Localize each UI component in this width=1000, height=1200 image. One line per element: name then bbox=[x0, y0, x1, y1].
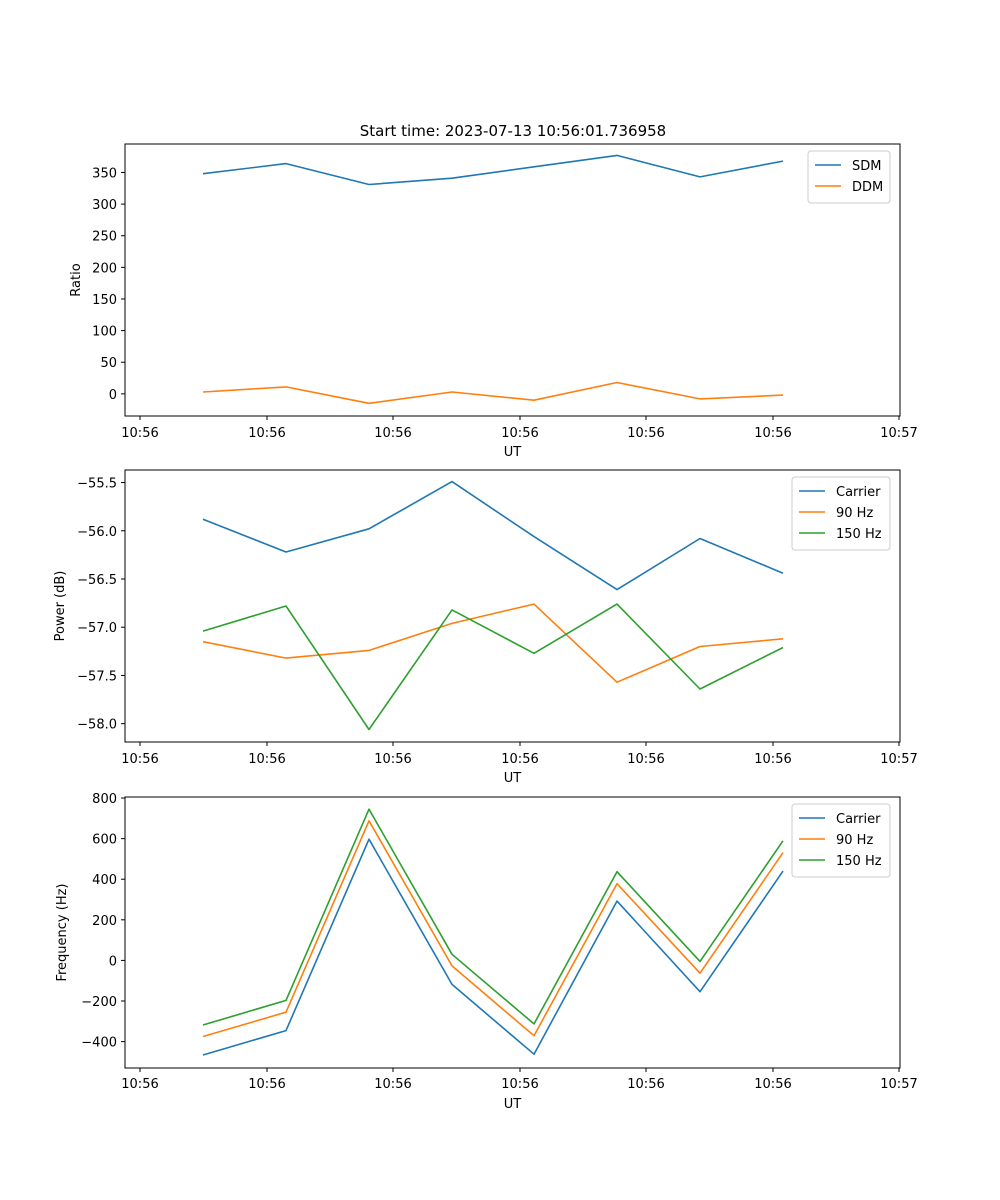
y-tick-label: 350 bbox=[92, 166, 117, 181]
x-tick-label: 10:57 bbox=[880, 1077, 917, 1092]
chart-panel-3: −400 −200 0 200 400 600 800 10:56 10:56 10:56 10:5… bbox=[55, 792, 918, 1112]
x-tick-label: 10:56 bbox=[754, 426, 791, 441]
x-tick-label: 10:57 bbox=[880, 752, 917, 767]
x-tick-label: 10:56 bbox=[754, 1077, 791, 1092]
series-line-ddm bbox=[202, 381, 784, 405]
x-axis-label: UT bbox=[504, 1097, 522, 1112]
x-tick-label: 10:56 bbox=[374, 426, 411, 441]
y-tick-label: −55.5 bbox=[77, 477, 117, 492]
figure-title: Start time: 2023-07-13 10:56:01.736958 bbox=[360, 122, 666, 140]
legend: SDM DDM bbox=[807, 150, 891, 204]
y-tick-label: 300 bbox=[92, 198, 117, 213]
y-tick-label: −400 bbox=[81, 1036, 117, 1051]
y-tick-label: −56.0 bbox=[77, 525, 117, 540]
series-line-carrier bbox=[202, 838, 784, 1056]
y-tick-label: 150 bbox=[92, 293, 117, 308]
x-tick-label: 10:56 bbox=[627, 1077, 664, 1092]
series-line-sdm bbox=[202, 154, 784, 186]
y-tick-label: 200 bbox=[92, 914, 117, 929]
y-axis-label: Power (dB) bbox=[53, 571, 68, 642]
x-tick-label: 10:56 bbox=[754, 752, 791, 767]
legend: Carrier 90 Hz 150 Hz bbox=[791, 476, 891, 551]
legend-label: 150 Hz bbox=[836, 854, 882, 869]
chart-panel-1: 0 50 100 150 200 250 300 350 10:56 10:56 10:56 10:5… bbox=[69, 143, 918, 460]
y-axis-label: Ratio bbox=[69, 263, 84, 296]
legend-label: SDM bbox=[852, 159, 881, 174]
x-tick-label: 10:56 bbox=[121, 1077, 158, 1092]
plot-area-frame bbox=[124, 143, 901, 417]
y-tick-label: 400 bbox=[92, 873, 117, 888]
y-tick-label: 200 bbox=[92, 261, 117, 276]
y-tick-label: 600 bbox=[92, 833, 117, 848]
x-tick-label: 10:56 bbox=[248, 1077, 285, 1092]
legend-label: 90 Hz bbox=[836, 833, 873, 848]
y-tick-label: −58.0 bbox=[77, 718, 117, 733]
x-tick-label: 10:56 bbox=[374, 1077, 411, 1092]
series-line-150-hz bbox=[202, 808, 784, 1026]
legend-label: 90 Hz bbox=[836, 506, 873, 521]
y-tick-label: 0 bbox=[109, 388, 117, 403]
y-tick-label: −57.0 bbox=[77, 621, 117, 636]
legend-label: Carrier bbox=[836, 485, 881, 500]
x-axis-label: UT bbox=[504, 771, 522, 786]
plot-area-frame bbox=[124, 469, 901, 743]
x-tick-label: 10:56 bbox=[121, 752, 158, 767]
legend-label: DDM bbox=[852, 180, 883, 195]
legend-box bbox=[791, 803, 891, 878]
y-tick-label: 800 bbox=[92, 792, 117, 807]
series-line-90-hz bbox=[202, 819, 784, 1038]
y-tick-label: −57.5 bbox=[77, 669, 117, 684]
series-line-90-hz bbox=[202, 603, 784, 684]
x-tick-label: 10:56 bbox=[627, 752, 664, 767]
legend-box bbox=[807, 150, 891, 204]
x-tick-label: 10:56 bbox=[501, 1077, 538, 1092]
legend-label: 150 Hz bbox=[836, 527, 882, 542]
x-axis-label: UT bbox=[504, 445, 522, 460]
x-tick-label: 10:56 bbox=[627, 426, 664, 441]
plot-area-frame bbox=[124, 796, 901, 1069]
x-tick-label: 10:56 bbox=[374, 752, 411, 767]
series-line-carrier bbox=[202, 480, 784, 591]
x-tick-label: 10:56 bbox=[501, 426, 538, 441]
y-tick-label: −200 bbox=[81, 995, 117, 1010]
x-tick-label: 10:57 bbox=[880, 426, 917, 441]
y-tick-label: 250 bbox=[92, 230, 117, 245]
legend-label: Carrier bbox=[836, 812, 881, 827]
chart-panel-2: −58.0 −57.5 −57.0 −56.5 −56.0 −55.5 10:56 10:56… bbox=[53, 469, 918, 786]
series-line-150-hz bbox=[202, 603, 784, 731]
y-tick-label: 50 bbox=[100, 356, 117, 371]
y-tick-label: −56.5 bbox=[77, 573, 117, 588]
y-tick-label: 0 bbox=[109, 954, 117, 969]
legend-box bbox=[791, 476, 891, 551]
y-axis-label: Frequency (Hz) bbox=[55, 883, 70, 981]
legend: Carrier 90 Hz 150 Hz bbox=[791, 803, 891, 878]
y-tick-label: 100 bbox=[92, 325, 117, 340]
x-tick-label: 10:56 bbox=[248, 426, 285, 441]
x-tick-label: 10:56 bbox=[248, 752, 285, 767]
x-tick-label: 10:56 bbox=[501, 752, 538, 767]
x-tick-label: 10:56 bbox=[121, 426, 158, 441]
